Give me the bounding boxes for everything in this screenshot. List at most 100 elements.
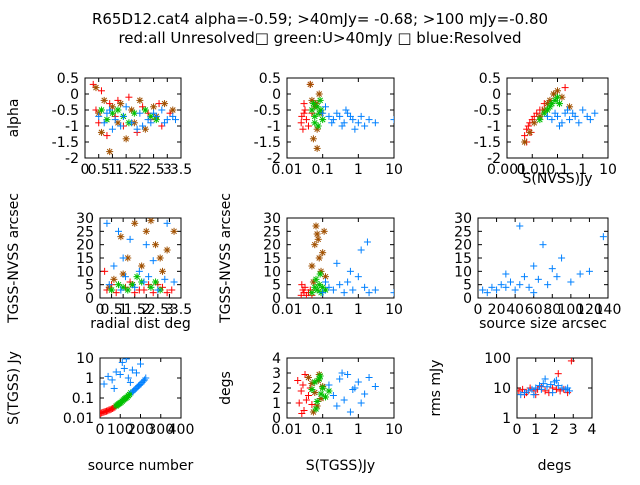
y-tick-label: 0 [492, 87, 501, 103]
data-point-olive [554, 87, 561, 95]
data-point-blue [351, 384, 359, 392]
y-tick-label: 20 [454, 238, 472, 254]
data-point-blue [344, 371, 352, 378]
data-point-blue [564, 384, 572, 392]
data-point-blue [328, 119, 336, 127]
x-tick-label: 10 [385, 422, 403, 438]
y-tick-label: 0.01 [63, 411, 94, 427]
data-point-blue [520, 273, 528, 281]
y-tick-label: 30 [76, 211, 94, 227]
x-tick-label: 0 [96, 302, 105, 318]
data-point-red [302, 116, 310, 124]
data-point-blue [133, 125, 141, 133]
x-tick-label: 120 [576, 302, 603, 318]
data-point-red [524, 122, 532, 130]
points-layer [89, 80, 180, 156]
data-point-blue [106, 106, 114, 114]
data-point-blue [333, 259, 341, 267]
data-point-blue [338, 122, 346, 130]
data-point-blue [149, 257, 157, 265]
data-point-green [536, 116, 544, 124]
data-point-blue [346, 267, 354, 275]
data-point-olive [312, 222, 320, 230]
data-point-blue [361, 122, 369, 130]
y-tick-label: -1.5 [52, 135, 79, 151]
data-point-blue [554, 112, 561, 120]
data-point-green [325, 387, 333, 395]
data-point-blue [349, 286, 357, 294]
points-layer [521, 84, 599, 146]
data-point-red [294, 377, 302, 384]
y-tick-label: 0.5 [259, 71, 281, 87]
data-point-blue [344, 278, 352, 286]
data-point-blue [104, 372, 112, 380]
data-point-olive [92, 84, 100, 92]
data-point-blue [329, 116, 337, 124]
data-point-green [308, 106, 316, 114]
data-point-blue [599, 233, 607, 241]
data-point-olive [141, 125, 149, 133]
data-point-blue [319, 109, 327, 117]
data-point-blue [154, 286, 162, 294]
data-point-blue [517, 391, 525, 399]
data-point-olive [304, 374, 312, 381]
y-tick-label: 0 [85, 291, 94, 307]
x-tick-label: 0.01 [271, 302, 302, 318]
x-tick-label: 1 [531, 422, 540, 438]
data-point-blue [319, 289, 327, 297]
data-point-blue [479, 286, 487, 294]
data-point-red [302, 396, 310, 404]
data-point-blue [128, 119, 136, 127]
x-tick-label: 3.5 [170, 162, 192, 178]
data-point-blue [539, 241, 547, 249]
x-tick-label: 4 [588, 422, 597, 438]
data-point-red [149, 289, 157, 297]
data-point-green [554, 93, 561, 101]
x-tick-label: 10 [385, 302, 403, 318]
x-tick-label: 3 [165, 302, 174, 318]
data-point-blue [354, 378, 362, 386]
y-tick-label: 25 [76, 224, 94, 240]
data-point-blue [583, 112, 591, 120]
x-tick-label: 0.01 [271, 422, 302, 438]
data-point-blue [548, 116, 556, 124]
x-tick-label: 1.5 [124, 302, 146, 318]
x-tick-label: 1 [354, 422, 363, 438]
panels: 00.511.522.533.5-2-1.5-1-0.500.5alpha0.0… [6, 71, 621, 474]
data-point-olive [117, 233, 125, 241]
x-axis-label: S(NVSS)Jy [522, 171, 592, 187]
data-point-blue [357, 112, 365, 120]
y-tick-label: -1.5 [474, 135, 501, 151]
data-point-green [314, 122, 322, 130]
data-point-green [97, 106, 105, 114]
data-point-olive [550, 90, 558, 98]
data-point-red [295, 399, 303, 407]
data-point-blue [110, 262, 118, 270]
x-tick-label: 0.5 [100, 302, 122, 318]
data-point-blue [530, 262, 538, 270]
data-point-blue [371, 286, 379, 294]
data-point-red [163, 289, 171, 297]
data-point-green [315, 281, 323, 289]
data-point-olive [131, 219, 139, 227]
data-point-blue [555, 122, 563, 130]
y-tick-label: 10 [76, 264, 94, 280]
data-point-green [311, 378, 319, 386]
y-tick-label: 5 [463, 278, 472, 294]
y-tick-label: 10 [76, 351, 94, 367]
data-point-green [308, 386, 316, 393]
data-point-red [301, 371, 309, 378]
data-point-blue [544, 281, 552, 289]
data-point-blue [325, 381, 333, 389]
data-point-olive [311, 241, 319, 249]
data-point-olive [315, 90, 323, 98]
data-point-blue [530, 391, 538, 399]
data-point-olive [319, 249, 327, 257]
data-point-blue [579, 106, 587, 114]
data-point-green [317, 106, 325, 114]
data-point-blue [585, 267, 593, 275]
data-point-olive [110, 275, 118, 283]
data-point-blue [511, 286, 519, 294]
x-tick-label: 2 [550, 422, 559, 438]
